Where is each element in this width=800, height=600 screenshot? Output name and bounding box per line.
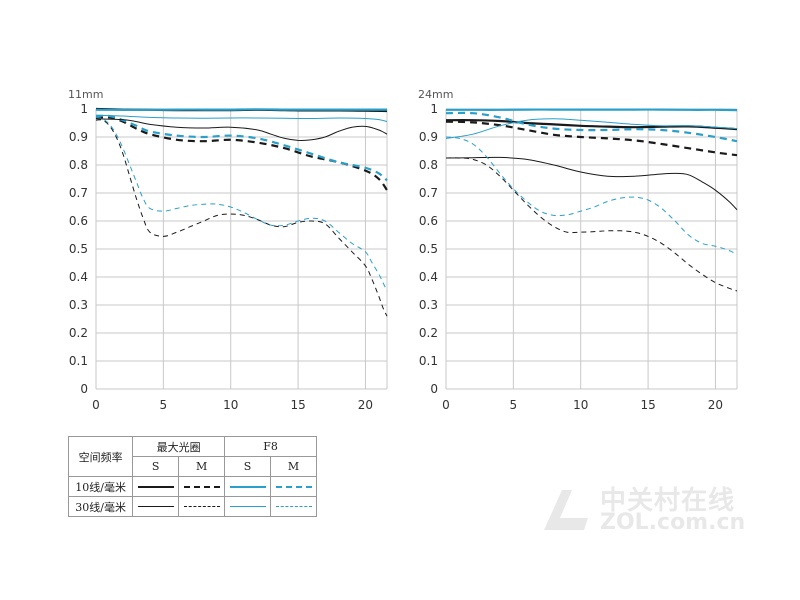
x-tick-label: 5 [160, 398, 168, 412]
swatch-wide-10-s [137, 485, 174, 488]
series-line-f8-30-M [445, 136, 738, 256]
y-tick-label: 0.4 [419, 270, 438, 284]
legend-col-s-wide: S [132, 456, 180, 477]
y-tick-label: 0 [430, 382, 438, 396]
x-tick-label: 20 [708, 398, 723, 412]
y-tick-label: 0.6 [69, 214, 88, 228]
x-tick-label: 0 [92, 398, 100, 412]
y-tick-label: 0 [80, 382, 88, 396]
y-tick-label: 0.2 [69, 326, 88, 340]
y-tick-label: 0.5 [419, 242, 438, 256]
legend-row-10: 10线/毫米 [67, 476, 134, 497]
swatch-wide-30-s [137, 506, 174, 507]
series-line-wide-30-S [445, 156, 738, 211]
y-tick-label: 0.4 [69, 270, 88, 284]
legend-cell [270, 476, 317, 497]
x-tick-label: 0 [442, 398, 450, 412]
swatch-wide-10-m [183, 485, 220, 488]
legend-header-frequency: 空间频率 [67, 436, 134, 477]
watermark-en: ZOL.com.cn [600, 510, 746, 535]
x-tick-label: 5 [510, 398, 518, 412]
swatch-f8-10-s [229, 485, 266, 488]
zol-logo-icon [544, 490, 588, 530]
legend-cell [178, 476, 226, 497]
watermark-cn: 中关村在线 [600, 486, 736, 516]
y-tick-label: 0.1 [419, 354, 438, 368]
y-tick-label: 0.8 [419, 158, 438, 172]
x-tick-label: 10 [223, 398, 238, 412]
series-line-wide-10-S [445, 119, 738, 131]
series-line-wide-30-M [445, 157, 738, 292]
chart-title-24mm: 24mm [418, 88, 453, 101]
mtf-chart-24mm: 24mm 00.10.20.30.40.50.60.70.80.910 5 10 15… [418, 88, 738, 412]
series-line-wide-10-M [445, 120, 738, 157]
y-tick-label: 1 [430, 102, 438, 116]
legend-cell [132, 476, 180, 497]
legend-col-m-f8: M [270, 456, 317, 477]
swatch-wide-30-m [183, 506, 220, 507]
chart-title-11mm: 11mm [68, 88, 103, 101]
legend-cell [178, 496, 226, 517]
series-line-f8-10-M [445, 111, 738, 143]
y-tick-label: 0.1 [69, 354, 88, 368]
series-line-wide-30-M [95, 119, 388, 317]
series-line-f8-10-M [95, 114, 388, 182]
y-tick-label: 0.3 [69, 298, 88, 312]
legend-row-30: 30线/毫米 [67, 496, 134, 517]
x-tick-label: 15 [640, 398, 655, 412]
x-tick-label: 20 [358, 398, 373, 412]
series-line-f8-10-S [96, 108, 387, 111]
y-tick-label: 0.3 [419, 298, 438, 312]
y-tick-label: 0.9 [419, 130, 438, 144]
legend-table: 空间频率 最大光圈 F8 S M S M 10线/毫米 30线/毫米 [67, 436, 317, 517]
series-line-wide-10-M [95, 115, 388, 191]
y-tick-label: 0.2 [419, 326, 438, 340]
legend-cell [132, 496, 180, 517]
y-tick-label: 0.5 [69, 242, 88, 256]
y-tick-label: 1 [80, 102, 88, 116]
swatch-f8-10-m [275, 485, 312, 488]
y-tick-label: 0.9 [69, 130, 88, 144]
legend-group-f8: F8 [224, 436, 317, 457]
series-line-f8-30-S [445, 118, 738, 139]
y-tick-label: 0.7 [419, 186, 438, 200]
series-line-f8-30-S [95, 114, 388, 123]
legend-cell [224, 476, 272, 497]
swatch-f8-30-m [275, 506, 312, 507]
y-tick-label: 0.6 [419, 214, 438, 228]
y-tick-label: 0.8 [69, 158, 88, 172]
series-line-wide-30-S [95, 118, 388, 141]
series-line-f8-10-S [446, 108, 738, 112]
mtf-chart-11mm: 11mm 00.10.20.30.40.50.60.70.80.910 5 10 15… [68, 88, 388, 412]
y-tick-label: 0.7 [69, 186, 88, 200]
legend-col-m-wide: M [178, 456, 226, 477]
watermark: 中关村在线 ZOL.com.cn [538, 478, 745, 538]
x-tick-label: 15 [290, 398, 305, 412]
x-tick-label: 10 [573, 398, 588, 412]
legend-cell [224, 496, 272, 517]
legend-group-wide: 最大光圈 [132, 436, 226, 457]
legend-cell [270, 496, 317, 517]
swatch-f8-30-s [229, 506, 266, 507]
series-line-f8-30-M [95, 116, 388, 292]
legend-col-s-f8: S [224, 456, 272, 477]
